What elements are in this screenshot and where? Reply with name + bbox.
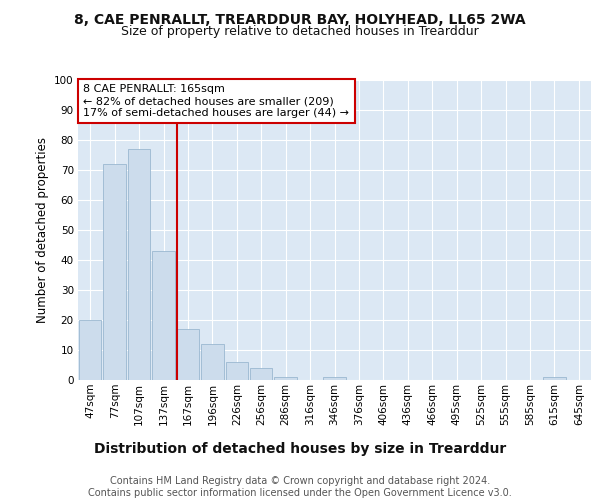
Bar <box>79 320 101 380</box>
Bar <box>274 377 297 380</box>
Bar <box>152 251 175 380</box>
Bar <box>543 377 566 380</box>
Y-axis label: Number of detached properties: Number of detached properties <box>35 137 49 323</box>
Bar <box>176 329 199 380</box>
Bar <box>103 164 126 380</box>
Bar <box>201 344 224 380</box>
Bar <box>226 362 248 380</box>
Bar <box>323 377 346 380</box>
Bar <box>250 368 272 380</box>
Text: Contains HM Land Registry data © Crown copyright and database right 2024.
Contai: Contains HM Land Registry data © Crown c… <box>88 476 512 498</box>
Text: Size of property relative to detached houses in Trearddur: Size of property relative to detached ho… <box>121 25 479 38</box>
Text: Distribution of detached houses by size in Trearddur: Distribution of detached houses by size … <box>94 442 506 456</box>
Bar <box>128 149 151 380</box>
Text: 8, CAE PENRALLT, TREARDDUR BAY, HOLYHEAD, LL65 2WA: 8, CAE PENRALLT, TREARDDUR BAY, HOLYHEAD… <box>74 12 526 26</box>
Text: 8 CAE PENRALLT: 165sqm
← 82% of detached houses are smaller (209)
17% of semi-de: 8 CAE PENRALLT: 165sqm ← 82% of detached… <box>83 84 349 117</box>
